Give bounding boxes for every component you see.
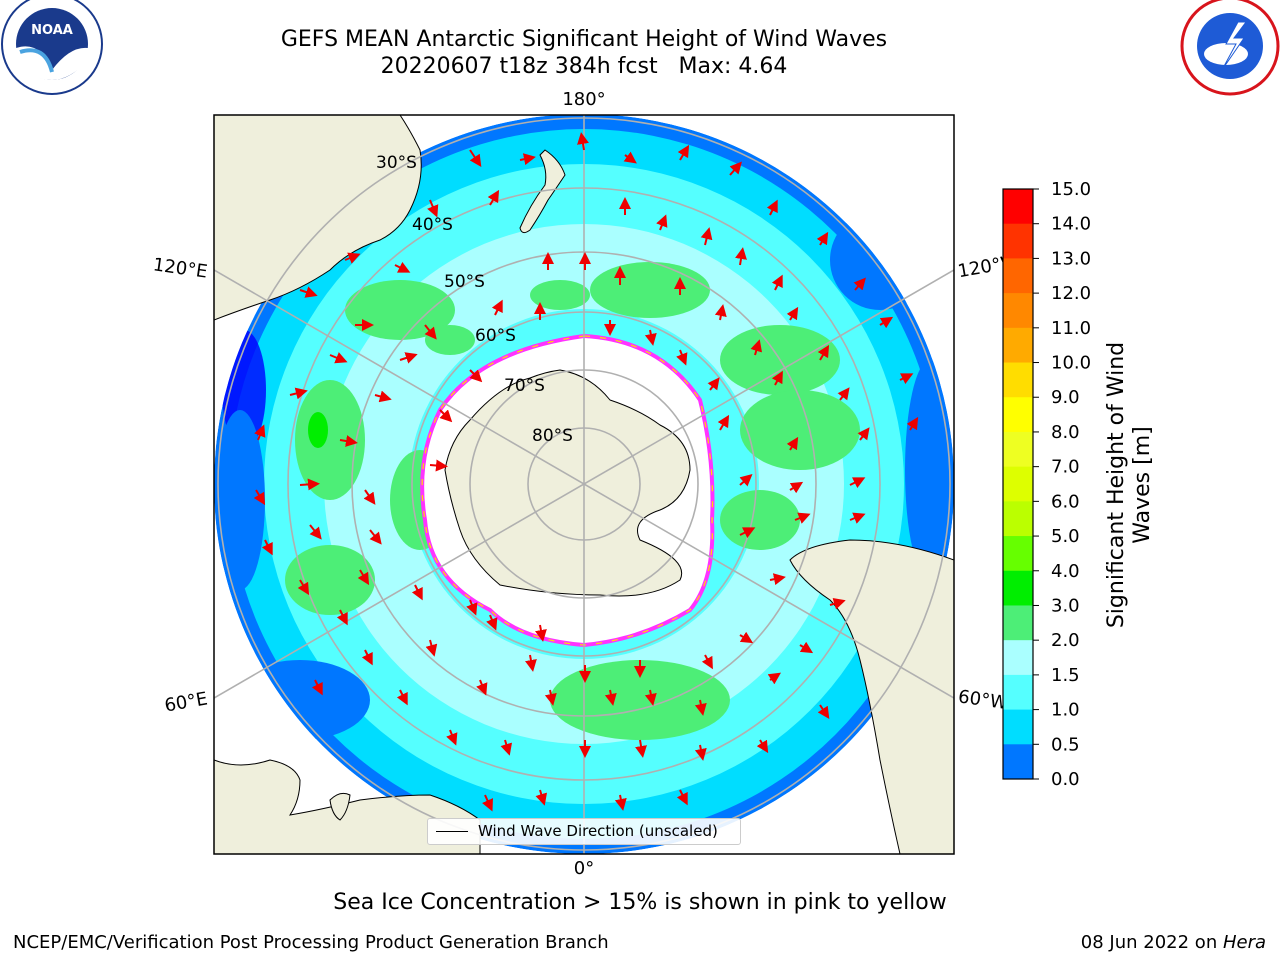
lat-label-60s: 60°S [475, 326, 516, 346]
legend-label: Wind Wave Direction (unscaled) [478, 822, 718, 840]
lat-label-30s: 30°S [376, 153, 417, 173]
lon-label-60e: 60°E [163, 688, 209, 716]
colorbar-border [1002, 188, 1034, 780]
lon-label-120e: 120°E [152, 254, 209, 282]
colorbar-swatch [1003, 570, 1033, 606]
colorbar-tick-label: 0.5 [1051, 734, 1080, 755]
colorbar-swatch [1003, 362, 1033, 398]
colorbar-swatch [1003, 258, 1033, 294]
colorbar-label-line1: Significant Height of Wind [1104, 341, 1129, 629]
lon-label-0: 0° [574, 858, 594, 879]
colorbar-swatch [1003, 293, 1033, 329]
colorbar-swatch [1003, 640, 1033, 676]
colorbar-tick-label: 13.0 [1051, 248, 1091, 269]
colorbar-tick-label: 1.0 [1051, 700, 1080, 721]
colorbar-swatch [1003, 189, 1033, 225]
colorbar-tick-label: 8.0 [1051, 422, 1080, 443]
colorbar-swatch [1003, 223, 1033, 259]
colorbar-tick-label: 15.0 [1051, 179, 1091, 200]
noaa-logo: NOAA [1, 0, 103, 95]
colorbar-swatch [1003, 431, 1033, 468]
colorbar-swatch [1003, 536, 1033, 572]
lon-label-60w: 60°W [957, 686, 1009, 714]
footer-host: Hera [1222, 932, 1266, 953]
colorbar-tick-label: 3.0 [1051, 595, 1080, 616]
colorbar-tick-label: 11.0 [1051, 318, 1091, 339]
colorbar-tick-label: 10.0 [1051, 353, 1091, 374]
wind-wave-arrows [253, 132, 919, 812]
lat-label-70s: 70°S [504, 376, 545, 396]
colorbar-swatch [1003, 327, 1033, 364]
colorbar-swatch [1003, 744, 1033, 780]
noaa-logo-text: NOAA [31, 23, 73, 38]
lon-label-180: 180° [562, 89, 605, 110]
colorbar-swatch [1003, 709, 1033, 745]
colorbar-tick-label: 9.0 [1051, 387, 1080, 408]
sea-ice-note: Sea Ice Concentration > 15% is shown in … [333, 890, 947, 915]
colorbar-tick-label: 5.0 [1051, 526, 1080, 547]
colorbar-tick-label: 0.0 [1051, 769, 1080, 790]
graticule [214, 115, 954, 854]
chart-title: GEFS MEAN Antarctic Significant Height o… [280, 27, 888, 52]
colorbar-tick-label: 14.0 [1051, 214, 1091, 235]
colorbar: 15.0 14.0 13.0 12.0 11.0 10.0 9.0 8.0 7.0 6.0 5.0 4… [1002, 179, 1091, 790]
colorbar-swatch [1003, 605, 1033, 641]
footer-branch: NCEP/EMC/Verification Post Processing Pr… [13, 932, 609, 953]
map-frame [213, 114, 955, 855]
colorbar-tick-label: 4.0 [1051, 561, 1080, 582]
colorbar-tick-label: 6.0 [1051, 491, 1080, 512]
colorbar-tick-label: 12.0 [1051, 283, 1091, 304]
colorbar-label: Significant Height of Wind Waves [m] [1104, 325, 1156, 645]
lat-label-80s: 80°S [532, 426, 573, 446]
colorbar-swatch [1003, 501, 1033, 537]
colorbar-tick-label: 7.0 [1051, 457, 1080, 478]
legend-line-sample [436, 831, 468, 832]
colorbar-label-line2: Waves [m] [1130, 426, 1155, 544]
colorbar-swatch [1003, 466, 1033, 502]
chart-subtitle: 20220607 t18z 384h fcst Max: 4.64 [380, 54, 788, 79]
colorbar-tick-label: 2.0 [1051, 630, 1080, 651]
colorbar-swatch [1003, 397, 1033, 433]
footer-date-text: 08 Jun 2022 on [1080, 932, 1223, 953]
colorbar-swatch [1003, 674, 1033, 711]
nws-logo [1180, 0, 1280, 96]
footer-date: 08 Jun 2022 on Hera [1081, 932, 1266, 953]
colorbar-tick-label: 1.5 [1051, 665, 1080, 686]
map-legend: Wind Wave Direction (unscaled) [427, 818, 741, 845]
lat-label-50s: 50°S [444, 272, 485, 292]
lat-label-40s: 40°S [412, 215, 453, 235]
